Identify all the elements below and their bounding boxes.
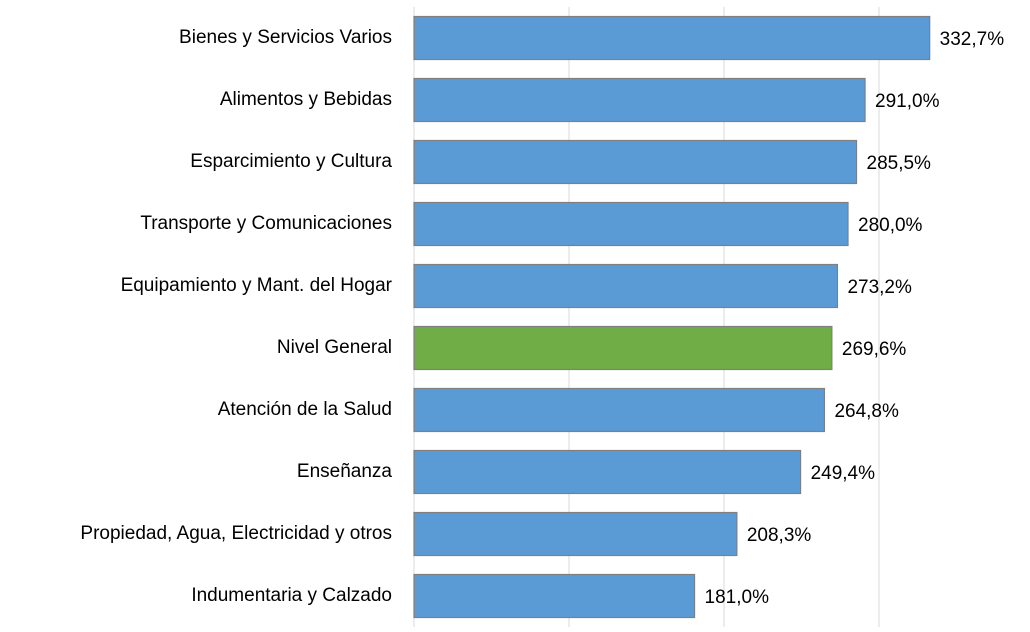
category-label: Indumentaria y Calzado bbox=[191, 585, 392, 606]
bar bbox=[413, 263, 839, 309]
bar bbox=[413, 77, 866, 123]
bar bbox=[413, 201, 849, 247]
category-label: Nivel General bbox=[277, 337, 392, 358]
category-label: Bienes y Servicios Varios bbox=[179, 27, 392, 48]
bar bbox=[413, 325, 833, 371]
value-label: 291,0% bbox=[875, 91, 940, 112]
category-label: Esparcimiento y Cultura bbox=[190, 151, 392, 172]
bar bbox=[413, 573, 696, 619]
value-label: 280,0% bbox=[858, 215, 923, 236]
value-label: 273,2% bbox=[847, 277, 912, 298]
category-label: Transporte y Comunicaciones bbox=[140, 213, 392, 234]
bar bbox=[413, 139, 858, 185]
category-label: Enseñanza bbox=[297, 461, 393, 482]
value-label: 208,3% bbox=[747, 525, 812, 546]
value-label: 181,0% bbox=[705, 587, 770, 608]
category-label: Atención de la Salud bbox=[218, 399, 392, 420]
category-label: Equipamiento y Mant. del Hogar bbox=[121, 275, 393, 296]
value-label: 285,5% bbox=[867, 153, 932, 174]
value-label: 249,4% bbox=[811, 463, 876, 484]
bar bbox=[413, 387, 826, 433]
category-label: Alimentos y Bebidas bbox=[220, 89, 392, 110]
bar bbox=[413, 511, 738, 557]
value-label: 332,7% bbox=[940, 29, 1005, 50]
bar bbox=[413, 449, 802, 495]
category-label: Propiedad, Agua, Electricidad y otros bbox=[80, 523, 392, 544]
bar bbox=[413, 15, 931, 61]
value-label: 269,6% bbox=[842, 339, 907, 360]
value-label: 264,8% bbox=[834, 401, 899, 422]
